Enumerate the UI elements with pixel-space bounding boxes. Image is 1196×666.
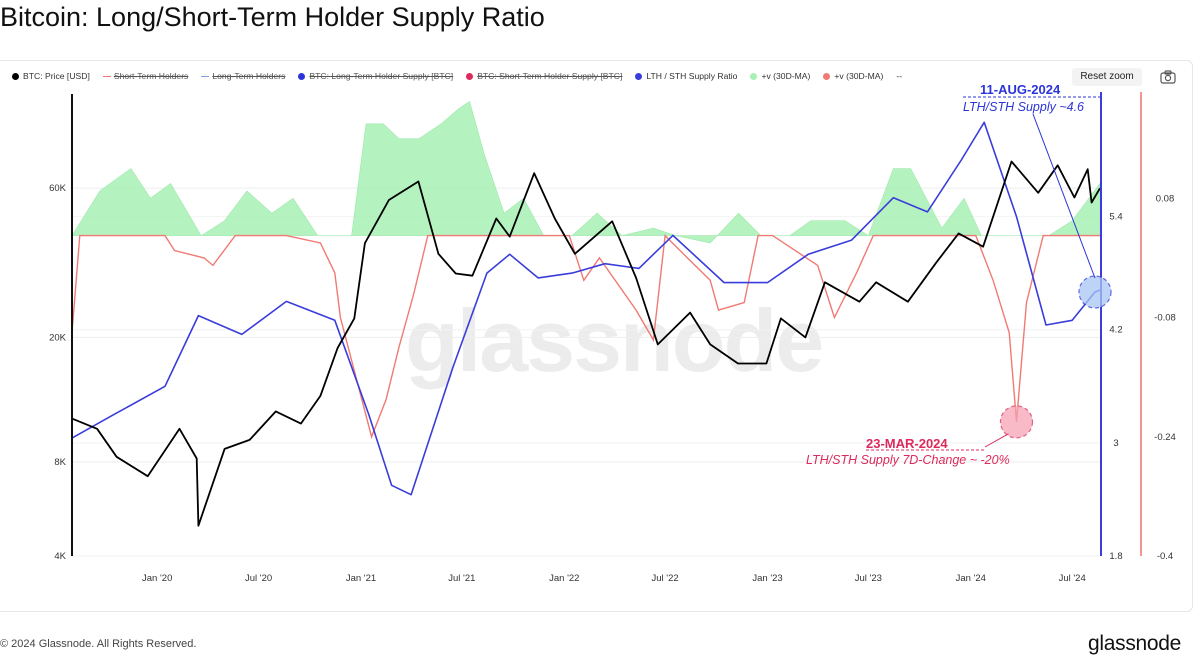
reset-zoom-button[interactable]: Reset zoom (1072, 68, 1142, 86)
ratio-axis-tick-label: 5.4 (1109, 212, 1122, 223)
legend-label: BTC: Long-Term Holder Supply [BTC] (309, 71, 454, 81)
legend-item[interactable]: BTC: Short-Term Holder Supply [BTC] (466, 68, 622, 84)
left-axis-tick-label: 60K (49, 183, 67, 194)
legend-label: BTC: Price [USD] (23, 71, 90, 81)
red-change-line (71, 234, 1100, 440)
change-axis-tick-label: 0.08 (1156, 193, 1175, 204)
legend-item[interactable]: LTH / STH Supply Ratio (635, 68, 737, 84)
green-change-area (71, 101, 1101, 244)
legend-item[interactable]: -- (896, 68, 902, 84)
legend-marker (298, 72, 306, 80)
legend-label: LTH / STH Supply Ratio (646, 71, 738, 81)
legend-marker (102, 75, 111, 77)
x-axis-tick-label: Jul '21 (448, 573, 475, 584)
legend-label: Short-Term Holders (113, 71, 189, 81)
copyright-footer: © 2024 Glassnode. All Rights Reserved. (0, 638, 197, 650)
legend-item[interactable]: BTC: Price [USD] (12, 68, 90, 84)
price-line (71, 160, 1101, 527)
chart-panel (0, 60, 1193, 612)
annotation-marker-lth (1078, 275, 1112, 309)
legend-marker (466, 72, 474, 80)
x-axis-tick-label: Jul '23 (855, 573, 882, 584)
annotation-sth-drop-date: 23-MAR-2024 (866, 436, 948, 451)
legend-label: +v (30D-MA) (761, 71, 811, 81)
brand-logo: glassnode (1088, 632, 1182, 655)
x-axis-tick-label: Jan '24 (956, 573, 986, 584)
annotation-leader-sth (984, 433, 1009, 448)
ratio-axis-tick-label: 4.2 (1109, 325, 1122, 336)
x-axis-tick-label: Jan '22 (549, 573, 579, 584)
legend-item[interactable]: Short-Term Holders (102, 68, 189, 84)
page-title: Bitcoin: Long/Short-Term Holder Supply R… (0, 2, 545, 32)
legend-label: +v (30D-MA) (834, 71, 884, 81)
x-axis-tick-label: Jan '23 (752, 573, 782, 584)
legend-marker (750, 72, 758, 80)
legend-item[interactable]: +v (30D-MA) (750, 68, 810, 84)
legend-marker (635, 72, 643, 80)
x-axis-tick-label: Jan '20 (142, 573, 172, 584)
ratio-axis-tick-label: 3 (1113, 438, 1118, 449)
legend-marker (12, 72, 19, 80)
left-axis-tick-label: 20K (49, 332, 67, 343)
x-axis-tick-label: Jul '24 (1059, 573, 1086, 584)
annotation-lth-peak-text: LTH/STH Supply ~4.6 (963, 100, 1085, 114)
legend-item[interactable]: BTC: Long-Term Holder Supply [BTC] (298, 68, 453, 84)
legend-marker (201, 75, 210, 77)
legend-item[interactable]: Long-Term Holders (201, 68, 285, 84)
legend-label: BTC: Short-Term Holder Supply [BTC] (477, 71, 623, 81)
chart-legend: BTC: Price [USD] Short-Term Holders Long-T… (12, 68, 915, 84)
legend-marker (823, 72, 831, 80)
ratio-line (71, 121, 1101, 496)
change-axis-tick-label: -0.24 (1154, 432, 1176, 443)
x-axis-tick-label: Jul '20 (245, 573, 272, 584)
camera-icon[interactable] (1160, 70, 1176, 84)
legend-item[interactable]: +v (30D-MA) (823, 68, 883, 84)
legend-label: Long-Term Holders (212, 71, 286, 81)
annotation-leader-lth (1032, 113, 1096, 279)
annotation-marker-sth (999, 405, 1034, 439)
left-axis-tick-label: 4K (54, 551, 66, 562)
x-axis-tick-label: Jul '22 (651, 573, 678, 584)
x-axis-tick-label: Jan '21 (346, 573, 376, 584)
ratio-axis-tick-label: 1.8 (1109, 551, 1122, 562)
annotation-sth-drop-text: LTH/STH Supply 7D-Change ~ -20% (806, 453, 1010, 467)
change-axis-tick-label: -0.4 (1157, 551, 1173, 562)
legend-label: -- (896, 71, 903, 81)
left-axis-tick-label: 8K (54, 457, 66, 468)
change-axis-tick-label: -0.08 (1154, 313, 1176, 324)
annotation-lth-peak-date: 11-AUG-2024 (980, 82, 1061, 97)
